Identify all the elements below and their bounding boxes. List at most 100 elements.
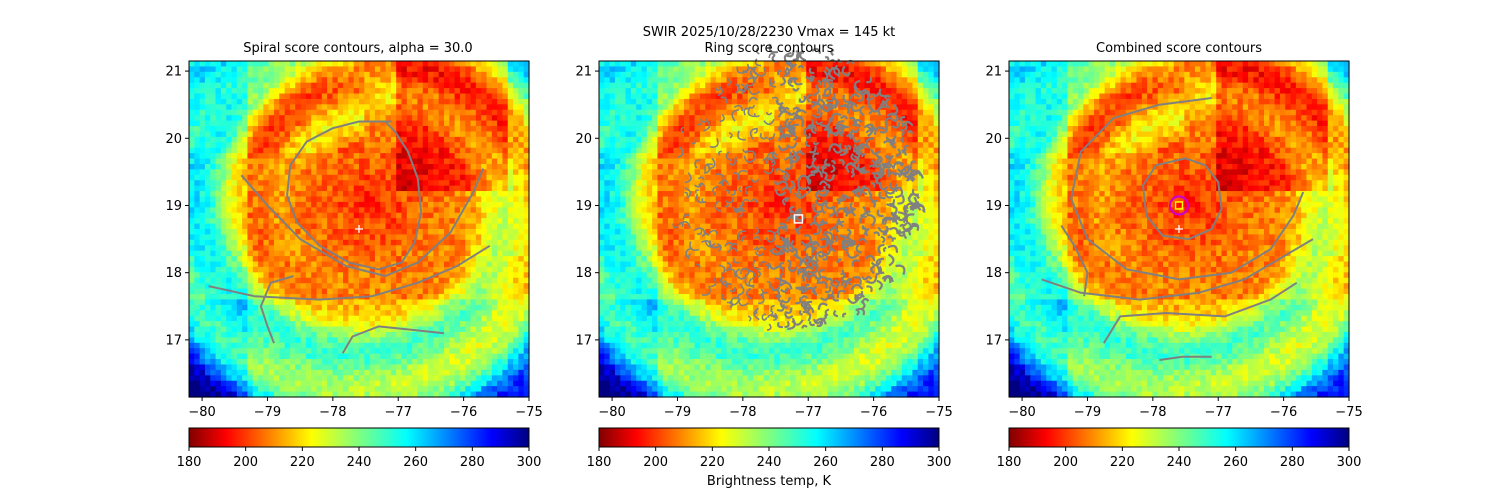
image-pixel (231, 109, 238, 116)
image-pixel (252, 147, 259, 154)
image-pixel (401, 163, 408, 170)
image-pixel (321, 88, 328, 95)
image-pixel (274, 88, 280, 95)
image-pixel (507, 158, 514, 165)
image-pixel (258, 288, 264, 295)
image-pixel (369, 229, 376, 236)
image-pixel (449, 250, 456, 257)
image-pixel (491, 364, 498, 371)
image-pixel (513, 191, 519, 198)
image-pixel (481, 261, 488, 268)
image-pixel (258, 277, 264, 284)
image-pixel (710, 88, 717, 95)
image-pixel (523, 359, 530, 366)
image-pixel (258, 348, 264, 355)
image-pixel (295, 71, 302, 78)
image-pixel (215, 142, 222, 149)
image-pixel (406, 115, 413, 122)
image-pixel (433, 283, 440, 290)
image-pixel (806, 61, 813, 68)
image-pixel (763, 126, 770, 133)
image-pixel (236, 239, 243, 246)
image-pixel (343, 380, 349, 387)
image-pixel (417, 93, 424, 100)
image-pixel (364, 359, 371, 366)
image-pixel (422, 71, 429, 78)
image-pixel (337, 386, 344, 393)
image-pixel (481, 115, 488, 122)
image-pixel (236, 93, 243, 100)
image-pixel (226, 158, 233, 165)
image-pixel (189, 115, 195, 122)
image-pixel (513, 88, 519, 95)
image-pixel (332, 212, 339, 219)
image-pixel (305, 82, 312, 89)
image-pixel (252, 153, 259, 160)
image-pixel (189, 386, 195, 393)
image-pixel (252, 380, 259, 387)
image-pixel (327, 169, 334, 176)
image-pixel (507, 196, 514, 203)
image-pixel (316, 66, 323, 73)
image-pixel (433, 66, 440, 73)
image-pixel (327, 331, 334, 338)
image-pixel (247, 256, 254, 263)
image-pixel (396, 163, 403, 170)
image-pixel (428, 229, 434, 236)
image-pixel (721, 66, 728, 73)
image-pixel (226, 153, 233, 160)
image-pixel (311, 315, 318, 322)
image-pixel (284, 261, 291, 268)
image-pixel (327, 131, 334, 138)
image-pixel (854, 77, 860, 84)
image-pixel (247, 331, 254, 338)
image-pixel (912, 66, 919, 73)
image-pixel (305, 288, 312, 295)
image-pixel (481, 120, 488, 127)
image-pixel (385, 77, 392, 84)
image-pixel (316, 77, 323, 84)
image-pixel (343, 88, 349, 95)
image-pixel (497, 82, 504, 89)
image-pixel (274, 331, 280, 338)
image-pixel (236, 326, 243, 333)
image-pixel (300, 369, 307, 376)
image-pixel (396, 342, 403, 349)
image-pixel (438, 169, 445, 176)
image-pixel (215, 266, 222, 273)
image-pixel (258, 61, 264, 68)
image-pixel (305, 283, 312, 290)
image-pixel (380, 288, 387, 295)
image-pixel (332, 66, 339, 73)
image-pixel (305, 299, 312, 306)
image-pixel (518, 207, 525, 214)
image-pixel (348, 136, 355, 143)
image-pixel (784, 136, 791, 143)
image-pixel (444, 93, 450, 100)
image-pixel (481, 147, 488, 154)
image-pixel (422, 153, 429, 160)
image-pixel (753, 115, 759, 122)
image-pixel (614, 109, 621, 116)
image-pixel (444, 326, 450, 333)
image-pixel (422, 229, 429, 236)
image-pixel (811, 120, 818, 127)
image-pixel (417, 234, 424, 241)
image-pixel (284, 174, 291, 181)
image-pixel (428, 207, 434, 214)
image-pixel (247, 120, 254, 127)
image-pixel (359, 283, 365, 290)
image-pixel (625, 126, 632, 133)
image-pixel (412, 364, 419, 371)
image-pixel (247, 304, 254, 311)
image-pixel (300, 196, 307, 203)
image-pixel (465, 77, 472, 84)
image-pixel (481, 364, 488, 371)
image-pixel (449, 261, 456, 268)
image-pixel (194, 147, 201, 154)
image-pixel (438, 353, 445, 360)
image-pixel (459, 147, 466, 154)
image-pixel (199, 369, 206, 376)
image-pixel (475, 272, 482, 279)
image-pixel (481, 82, 488, 89)
